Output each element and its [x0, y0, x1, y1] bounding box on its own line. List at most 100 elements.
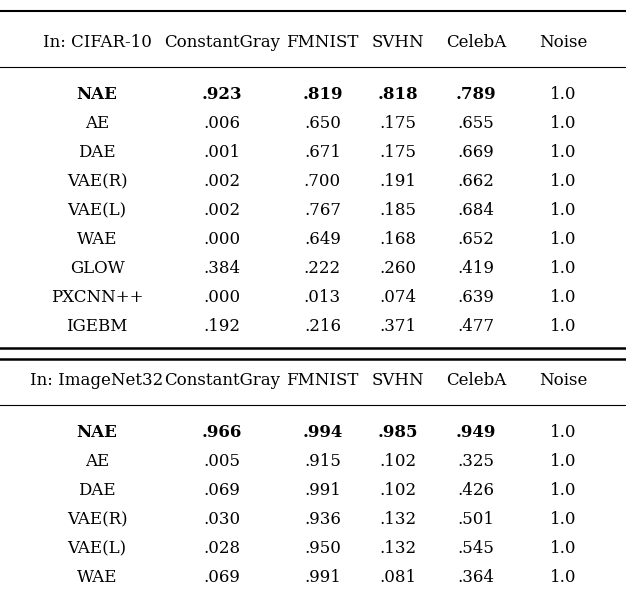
Text: .985: .985	[377, 424, 418, 441]
Text: .662: .662	[458, 173, 494, 190]
Text: 1.0: 1.0	[550, 453, 577, 470]
Text: 1.0: 1.0	[550, 540, 577, 557]
Text: .102: .102	[379, 482, 416, 500]
Text: Noise: Noise	[539, 34, 588, 51]
Text: .936: .936	[304, 511, 341, 528]
Text: 1.0: 1.0	[550, 86, 577, 103]
Text: .650: .650	[304, 115, 341, 132]
Text: .260: .260	[379, 260, 416, 277]
Text: CelebA: CelebA	[446, 372, 506, 389]
Text: .028: .028	[203, 540, 241, 557]
Text: .923: .923	[202, 86, 242, 103]
Text: .384: .384	[203, 260, 241, 277]
Text: .915: .915	[304, 453, 341, 470]
Text: .994: .994	[302, 424, 342, 441]
Text: .001: .001	[203, 144, 241, 161]
Text: .950: .950	[304, 540, 341, 557]
Text: .671: .671	[304, 144, 341, 161]
Text: VAE(R): VAE(R)	[67, 173, 127, 190]
Text: 1.0: 1.0	[550, 115, 577, 132]
Text: .069: .069	[204, 569, 240, 586]
Text: Noise: Noise	[539, 372, 588, 389]
Text: 1.0: 1.0	[550, 424, 577, 441]
Text: In: ImageNet32: In: ImageNet32	[31, 372, 163, 389]
Text: .789: .789	[456, 86, 496, 103]
Text: .477: .477	[457, 318, 495, 335]
Text: .069: .069	[204, 482, 240, 500]
Text: .192: .192	[203, 318, 241, 335]
Text: .501: .501	[457, 511, 495, 528]
Text: 1.0: 1.0	[550, 482, 577, 500]
Text: WAE: WAE	[77, 231, 117, 248]
Text: .639: .639	[458, 289, 494, 306]
Text: .000: .000	[203, 289, 241, 306]
Text: DAE: DAE	[78, 144, 116, 161]
Text: SVHN: SVHN	[371, 372, 424, 389]
Text: .132: .132	[379, 511, 416, 528]
Text: .819: .819	[302, 86, 342, 103]
Text: .649: .649	[304, 231, 341, 248]
Text: .426: .426	[457, 482, 495, 500]
Text: .991: .991	[304, 569, 341, 586]
Text: .325: .325	[457, 453, 495, 470]
Text: .222: .222	[304, 260, 341, 277]
Text: .545: .545	[458, 540, 494, 557]
Text: .185: .185	[379, 202, 416, 219]
Text: .364: .364	[457, 569, 495, 586]
Text: 1.0: 1.0	[550, 289, 577, 306]
Text: WAE: WAE	[77, 569, 117, 586]
Text: 1.0: 1.0	[550, 231, 577, 248]
Text: .175: .175	[379, 115, 416, 132]
Text: .002: .002	[203, 202, 241, 219]
Text: 1.0: 1.0	[550, 318, 577, 335]
Text: In: CIFAR-10: In: CIFAR-10	[43, 34, 151, 51]
Text: .175: .175	[379, 144, 416, 161]
Text: 1.0: 1.0	[550, 569, 577, 586]
Text: ConstantGray: ConstantGray	[164, 372, 280, 389]
Text: ConstantGray: ConstantGray	[164, 34, 280, 51]
Text: .966: .966	[202, 424, 242, 441]
Text: .005: .005	[203, 453, 241, 470]
Text: .371: .371	[379, 318, 416, 335]
Text: .669: .669	[458, 144, 494, 161]
Text: NAE: NAE	[76, 86, 118, 103]
Text: .191: .191	[379, 173, 416, 190]
Text: .700: .700	[304, 173, 341, 190]
Text: AE: AE	[85, 453, 109, 470]
Text: .991: .991	[304, 482, 341, 500]
Text: .030: .030	[203, 511, 241, 528]
Text: NAE: NAE	[76, 424, 118, 441]
Text: .655: .655	[458, 115, 494, 132]
Text: .216: .216	[304, 318, 341, 335]
Text: CelebA: CelebA	[446, 34, 506, 51]
Text: IGEBM: IGEBM	[66, 318, 128, 335]
Text: .652: .652	[458, 231, 494, 248]
Text: .002: .002	[203, 173, 241, 190]
Text: PXCNN++: PXCNN++	[51, 289, 143, 306]
Text: .132: .132	[379, 540, 416, 557]
Text: FMNIST: FMNIST	[286, 34, 359, 51]
Text: 1.0: 1.0	[550, 173, 577, 190]
Text: .419: .419	[457, 260, 495, 277]
Text: .684: .684	[457, 202, 495, 219]
Text: 1.0: 1.0	[550, 202, 577, 219]
Text: VAE(L): VAE(L)	[68, 540, 126, 557]
Text: .949: .949	[456, 424, 496, 441]
Text: .102: .102	[379, 453, 416, 470]
Text: FMNIST: FMNIST	[286, 372, 359, 389]
Text: .767: .767	[304, 202, 341, 219]
Text: SVHN: SVHN	[371, 34, 424, 51]
Text: .000: .000	[203, 231, 241, 248]
Text: .818: .818	[377, 86, 418, 103]
Text: .081: .081	[379, 569, 416, 586]
Text: 1.0: 1.0	[550, 260, 577, 277]
Text: .006: .006	[203, 115, 241, 132]
Text: DAE: DAE	[78, 482, 116, 500]
Text: VAE(L): VAE(L)	[68, 202, 126, 219]
Text: GLOW: GLOW	[69, 260, 125, 277]
Text: .013: .013	[304, 289, 341, 306]
Text: .074: .074	[379, 289, 416, 306]
Text: .168: .168	[379, 231, 416, 248]
Text: VAE(R): VAE(R)	[67, 511, 127, 528]
Text: 1.0: 1.0	[550, 144, 577, 161]
